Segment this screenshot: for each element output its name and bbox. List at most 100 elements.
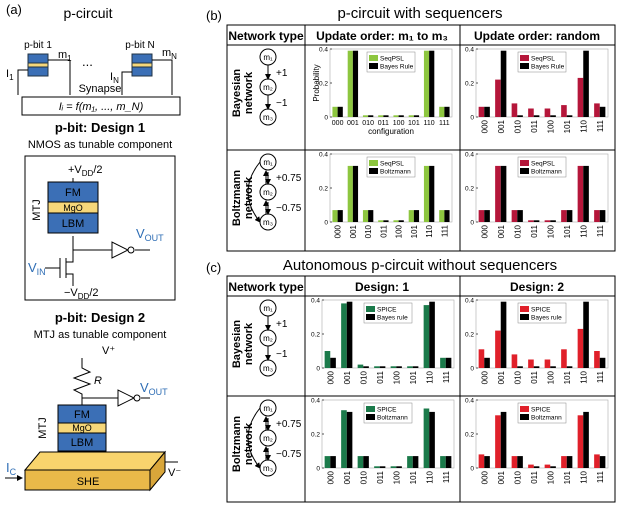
inverter	[111, 241, 130, 259]
x-tick-label: 110	[425, 370, 434, 383]
bar	[423, 50, 430, 118]
layer	[57, 432, 107, 452]
bar	[544, 464, 551, 468]
label: +V	[68, 164, 82, 176]
bar	[566, 115, 573, 117]
bar	[423, 408, 430, 468]
bar	[561, 105, 567, 117]
y-tick-label: 0	[324, 220, 328, 227]
bar	[517, 456, 523, 468]
x-tick-label: 111	[596, 224, 605, 237]
layer	[131, 66, 153, 77]
legend	[363, 302, 413, 324]
svg-text:VOUT: VOUT	[136, 226, 164, 243]
x-tick-label: 111	[440, 224, 449, 237]
x-tick-label: 000	[480, 119, 489, 133]
subheading: NMOS as tunable component	[28, 139, 172, 151]
bar	[533, 115, 540, 117]
bar	[500, 301, 507, 368]
panel-b: (b) p-circuit with sequencers Network ty…	[206, 5, 616, 252]
heading: p-bit: Design 1	[55, 120, 145, 135]
bar	[429, 411, 435, 468]
y-tick-label: 0.4	[465, 47, 474, 54]
x-tick-label: 000	[480, 370, 489, 384]
bar	[347, 165, 353, 222]
x-tick-label: 010	[364, 224, 373, 238]
legend	[363, 402, 413, 424]
bar	[500, 50, 507, 118]
bar	[444, 106, 450, 117]
bar	[440, 357, 446, 368]
legend-swatch	[520, 63, 529, 69]
label: R	[94, 375, 102, 387]
wire	[45, 178, 150, 286]
bar	[594, 210, 600, 222]
panel-c: (c) Autonomous p-circuit without sequenc…	[206, 257, 616, 503]
header: Network type	[228, 280, 304, 294]
label: OUT	[145, 233, 165, 243]
bar	[577, 415, 584, 468]
y-axis-label: Probability	[312, 64, 321, 101]
legend-swatch	[366, 306, 375, 312]
legend-label: SeqPSL	[531, 56, 555, 63]
edge	[247, 161, 261, 223]
x-tick-label: 111	[442, 470, 451, 483]
x-tick-label: 110	[425, 470, 434, 483]
legend-label: SPICE	[377, 307, 397, 314]
bar	[374, 366, 380, 368]
x-tick-label: 100	[392, 370, 401, 384]
legend-swatch	[520, 306, 529, 312]
bar	[347, 50, 353, 118]
x-tick-label: 000	[326, 470, 335, 484]
bar	[357, 456, 364, 468]
header: Design: 2	[510, 280, 564, 294]
y-tick-label: 0.4	[465, 398, 474, 405]
legend-label: Bayes rule	[377, 315, 408, 322]
bar	[495, 79, 501, 117]
bar	[500, 411, 507, 468]
layer	[27, 53, 49, 64]
wire	[72, 358, 150, 405]
weight: −0.75	[276, 203, 302, 214]
y-tick-label: 0.2	[319, 186, 328, 193]
bar	[583, 50, 589, 118]
label: N	[171, 52, 177, 61]
bar	[511, 210, 518, 222]
bar	[346, 411, 353, 468]
label: V⁻	[168, 467, 181, 479]
bar	[440, 456, 446, 468]
node-label: m₃	[263, 364, 273, 373]
header: Design: 1	[355, 280, 409, 294]
bar	[332, 106, 338, 117]
label: FM	[65, 187, 81, 199]
bar	[378, 220, 384, 222]
x-tick-label: 111	[596, 470, 605, 483]
x-tick-label: 110	[579, 470, 588, 483]
label: Synapse	[79, 83, 122, 95]
x-tick-label: 101	[409, 470, 418, 484]
x-tick-label: 101	[409, 370, 418, 384]
bar	[544, 220, 551, 222]
bar	[357, 364, 364, 368]
label: LBM	[71, 437, 94, 449]
legend-swatch	[369, 63, 378, 69]
label: DD	[82, 169, 94, 178]
bar	[363, 366, 369, 368]
label: FM	[74, 409, 90, 421]
bar	[337, 106, 343, 117]
bar	[500, 165, 507, 222]
bar	[495, 415, 501, 468]
x-tick-label: 011	[530, 470, 539, 483]
y-tick-label: 0	[470, 366, 474, 373]
bar	[599, 106, 606, 117]
y-tick-label: 0.4	[465, 298, 474, 305]
title: p-circuit	[63, 5, 112, 21]
label: ...	[82, 54, 93, 69]
bar	[599, 456, 606, 468]
wire	[17, 59, 173, 95]
bar	[398, 220, 404, 222]
y-tick-label: 0.4	[319, 152, 328, 159]
bar	[594, 351, 600, 368]
x-tick-label: 011	[530, 119, 539, 132]
y-tick-label: 0	[316, 366, 320, 373]
